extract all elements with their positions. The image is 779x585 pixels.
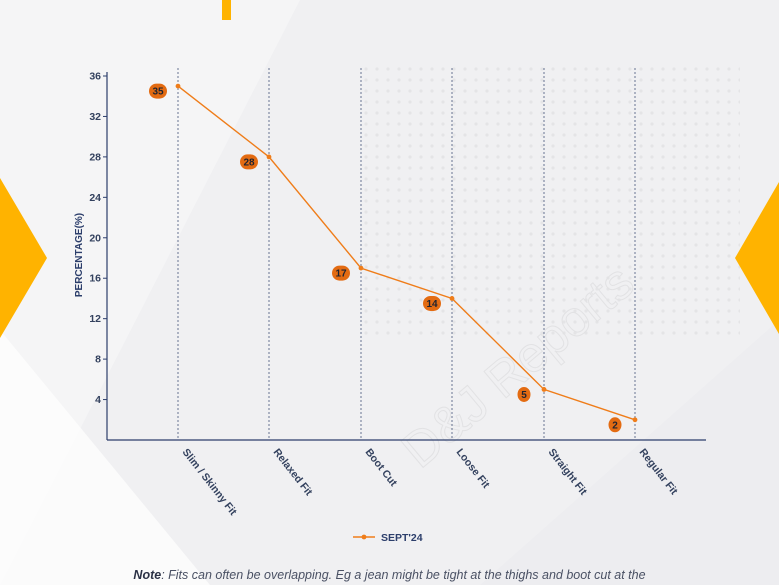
y-tick-label: 28 bbox=[89, 151, 101, 163]
data-label: 35 bbox=[152, 87, 164, 98]
series-line bbox=[177, 85, 636, 421]
y-tick-label: 12 bbox=[89, 313, 101, 325]
data-point[interactable] bbox=[449, 296, 455, 301]
y-tick-label: 32 bbox=[89, 111, 101, 123]
data-label: 17 bbox=[335, 269, 347, 280]
y-tick-label: 20 bbox=[89, 232, 101, 244]
footnote-text: : Fits can often be overlapping. Eg a je… bbox=[161, 568, 646, 582]
y-tick-label: 4 bbox=[95, 394, 101, 406]
x-tick-labels: Slim / Skinny Fit Relaxed Fit Boot Cut Loos… bbox=[180, 446, 681, 518]
data-label-badge bbox=[608, 417, 622, 433]
legend[interactable]: SEPT'24 bbox=[353, 532, 423, 544]
x-tick-label: Loose Fit bbox=[454, 446, 492, 491]
vertical-gridlines bbox=[177, 68, 636, 440]
x-tick-label: Slim / Skinny Fit bbox=[180, 446, 240, 518]
x-tick-label: Straight Fit bbox=[546, 446, 590, 497]
data-point[interactable] bbox=[358, 265, 364, 271]
data-label-badge bbox=[240, 154, 258, 170]
right-accent-triangle bbox=[735, 182, 779, 334]
data-point[interactable] bbox=[175, 83, 181, 89]
legend-swatch-marker bbox=[361, 534, 367, 540]
data-point[interactable] bbox=[266, 154, 272, 160]
data-label: 14 bbox=[426, 299, 438, 310]
data-label-badge bbox=[517, 386, 531, 402]
top-accent-bar bbox=[222, 0, 231, 20]
series-sept24: 35 28 17 14 5 2 bbox=[149, 83, 638, 433]
legend-series-label: SEPT'24 bbox=[381, 532, 423, 544]
x-tick-label: Regular Fit bbox=[637, 446, 681, 497]
data-label-badge bbox=[149, 83, 167, 99]
x-tick-label: Relaxed Fit bbox=[271, 446, 315, 498]
data-label-badge bbox=[423, 295, 441, 311]
data-label: 2 bbox=[612, 420, 618, 431]
y-tick-label: 36 bbox=[89, 71, 101, 83]
y-tick-labels: 4 8 12 16 20 24 28 32 36 bbox=[89, 71, 107, 406]
y-tick-label: 24 bbox=[89, 192, 101, 204]
x-tick-label: Boot Cut bbox=[363, 446, 400, 489]
data-point[interactable] bbox=[541, 387, 547, 392]
left-accent-triangle bbox=[0, 178, 47, 338]
data-label: 5 bbox=[521, 390, 527, 401]
y-tick-label: 8 bbox=[95, 354, 101, 366]
footnote-prefix: Note bbox=[133, 568, 162, 582]
footnote: Note: Fits can often be overlapping. Eg … bbox=[0, 568, 779, 582]
data-label-badge bbox=[332, 265, 350, 281]
y-tick-label: 16 bbox=[89, 273, 101, 285]
data-label: 28 bbox=[243, 157, 255, 168]
data-point[interactable] bbox=[632, 417, 638, 423]
chart-axes bbox=[106, 72, 706, 441]
y-axis-label: PERCENTAGE(%) bbox=[74, 213, 85, 297]
